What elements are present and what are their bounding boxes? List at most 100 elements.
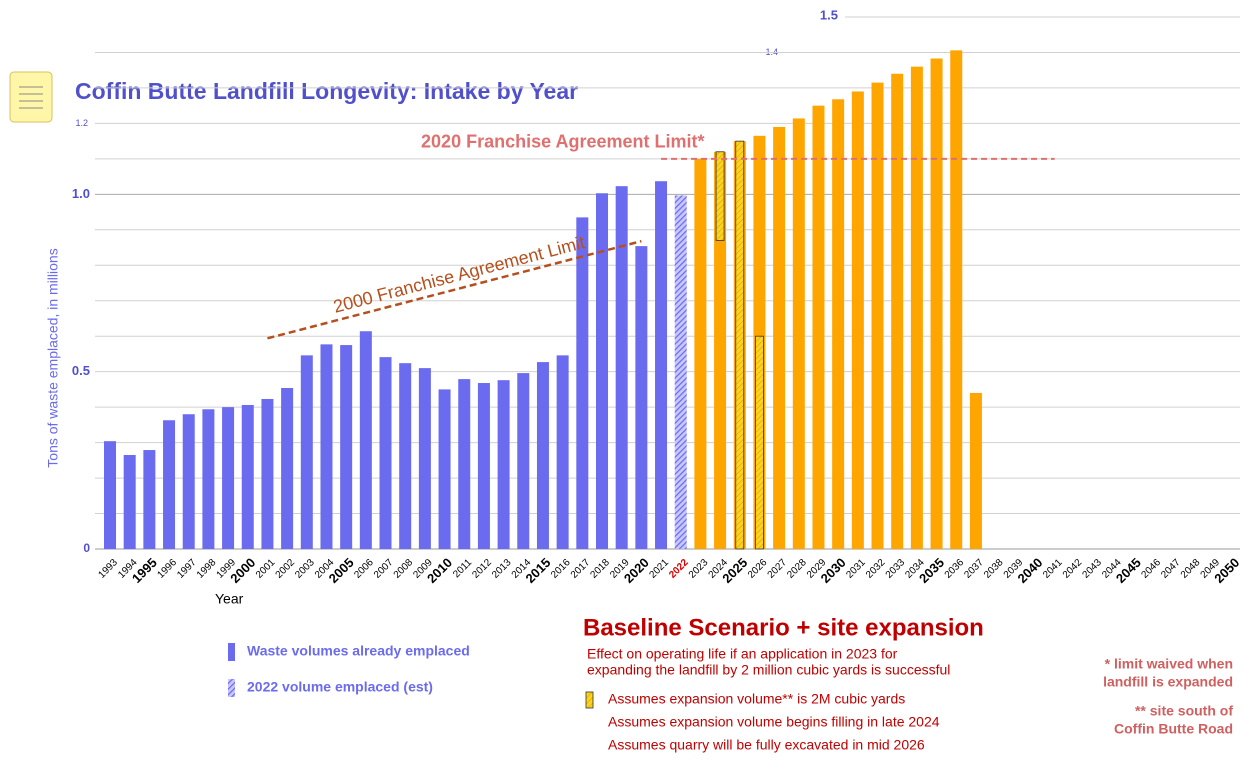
legend-swatch [228, 643, 235, 661]
bar [379, 357, 392, 549]
bar [714, 151, 727, 550]
y-tick-label: 1.0 [72, 186, 90, 201]
x-tick-label: 2037 [962, 557, 986, 581]
bar [930, 58, 943, 549]
y-axis-label: Tons of waste emplaced, in millions [45, 248, 61, 467]
bar [950, 50, 963, 550]
expansion-bar [735, 140, 745, 550]
bar [399, 363, 412, 549]
x-tick-label: 2016 [549, 557, 573, 581]
bar [792, 118, 805, 550]
notes-icon [9, 71, 53, 123]
scenario-text: expanding the landfill by 2 million cubi… [587, 662, 950, 678]
bar [438, 389, 451, 549]
assumption: Assumes quarry will be fully excavated i… [608, 737, 925, 753]
bar [241, 405, 254, 549]
bar [261, 398, 274, 549]
x-tick-label: 2022 [667, 557, 691, 581]
y-tick-label: 0.5 [72, 363, 90, 378]
x-tick-label: 2011 [451, 557, 474, 580]
bar [182, 414, 195, 549]
bar [556, 355, 569, 549]
x-tick-label: 2031 [844, 557, 868, 581]
scenario-title: Baseline Scenario + site expansion [583, 614, 984, 641]
x-tick-label: 2038 [982, 557, 1006, 581]
bar [517, 373, 530, 549]
bar [694, 158, 707, 549]
footnote: ** site south of [1135, 703, 1233, 719]
bar [163, 420, 176, 549]
footnote: Coffin Butte Road [1114, 721, 1233, 737]
bar [969, 392, 982, 549]
x-tick-label: 2043 [1080, 557, 1104, 581]
x-tick-label: 2041 [1041, 557, 1065, 581]
x-tick-label: 2036 [943, 557, 967, 581]
x-tick-label: 2006 [352, 557, 376, 581]
bar [615, 186, 628, 549]
limit-label: 2020 Franchise Agreement Limit* [421, 132, 704, 152]
limit-label: 2000 Franchise Agreement Limit [331, 232, 587, 317]
bar [477, 383, 490, 549]
bar [123, 455, 136, 549]
expansion-bar [755, 335, 764, 550]
x-tick-label: 2046 [1140, 557, 1164, 581]
legend-label: Waste volumes already emplaced [247, 643, 470, 659]
x-tick-label: 2027 [766, 557, 790, 581]
x-tick-label: 1998 [195, 557, 219, 581]
bar [655, 181, 668, 549]
footnote: landfill is expanded [1103, 674, 1233, 690]
x-tick-label: 2028 [785, 557, 809, 581]
x-tick-label: 2003 [293, 557, 317, 581]
assumption: Assumes expansion volume begins filling … [608, 714, 940, 730]
bar [458, 379, 471, 549]
x-tick-label: 2047 [1159, 557, 1183, 581]
x-tick-label: 2042 [1061, 557, 1085, 581]
y-tick-label: 0 [83, 541, 90, 555]
x-tick-label: 2007 [372, 557, 396, 581]
bar [910, 66, 923, 550]
x-tick-label: 2023 [687, 557, 711, 581]
bar [851, 91, 864, 549]
bar [596, 193, 608, 549]
bar [281, 387, 294, 549]
expansion-bar [715, 151, 725, 241]
legend-swatch [585, 691, 594, 709]
bar [202, 409, 215, 549]
bar [536, 362, 549, 549]
x-tick-label: 2012 [470, 557, 494, 581]
y-tick-label: 1.2 [75, 118, 88, 128]
bar [340, 345, 353, 549]
bar [104, 441, 116, 549]
bar [812, 105, 825, 550]
x-tick-label: 2033 [884, 557, 908, 581]
x-axis-label: Year [215, 591, 244, 607]
x-tick-label: 2008 [392, 557, 416, 581]
legend-label: Assumes expansion volume** is 2M cubic y… [608, 691, 905, 707]
bar [891, 73, 904, 549]
bar [497, 380, 510, 549]
x-tick-label: 1997 [175, 557, 199, 581]
x-tick-label: 2013 [490, 557, 514, 581]
bar [143, 450, 156, 549]
x-tick-label: 2032 [864, 557, 888, 581]
bar [320, 344, 333, 549]
bar [773, 126, 786, 550]
x-tick-label: 2001 [254, 557, 278, 581]
legend-label: 2022 volume emplaced (est) [247, 679, 433, 695]
bar [359, 331, 372, 549]
bar [222, 407, 235, 549]
x-tick-label: 1996 [156, 557, 180, 581]
y-tick-label: 1.5 [820, 7, 838, 22]
x-tick-label: 2021 [648, 557, 672, 581]
x-tick-label: 1993 [96, 557, 120, 581]
chart-title: Coffin Butte Landfill Longevity: Intake … [75, 78, 578, 104]
x-tick-label: 2018 [588, 557, 612, 581]
x-tick-label: 2048 [1179, 557, 1203, 581]
limit-line [267, 239, 642, 340]
scenario-text: Effect on operating life if an applicati… [587, 646, 898, 662]
footnote: * limit waived when [1105, 656, 1233, 672]
bar [300, 355, 313, 549]
bar [576, 217, 589, 550]
